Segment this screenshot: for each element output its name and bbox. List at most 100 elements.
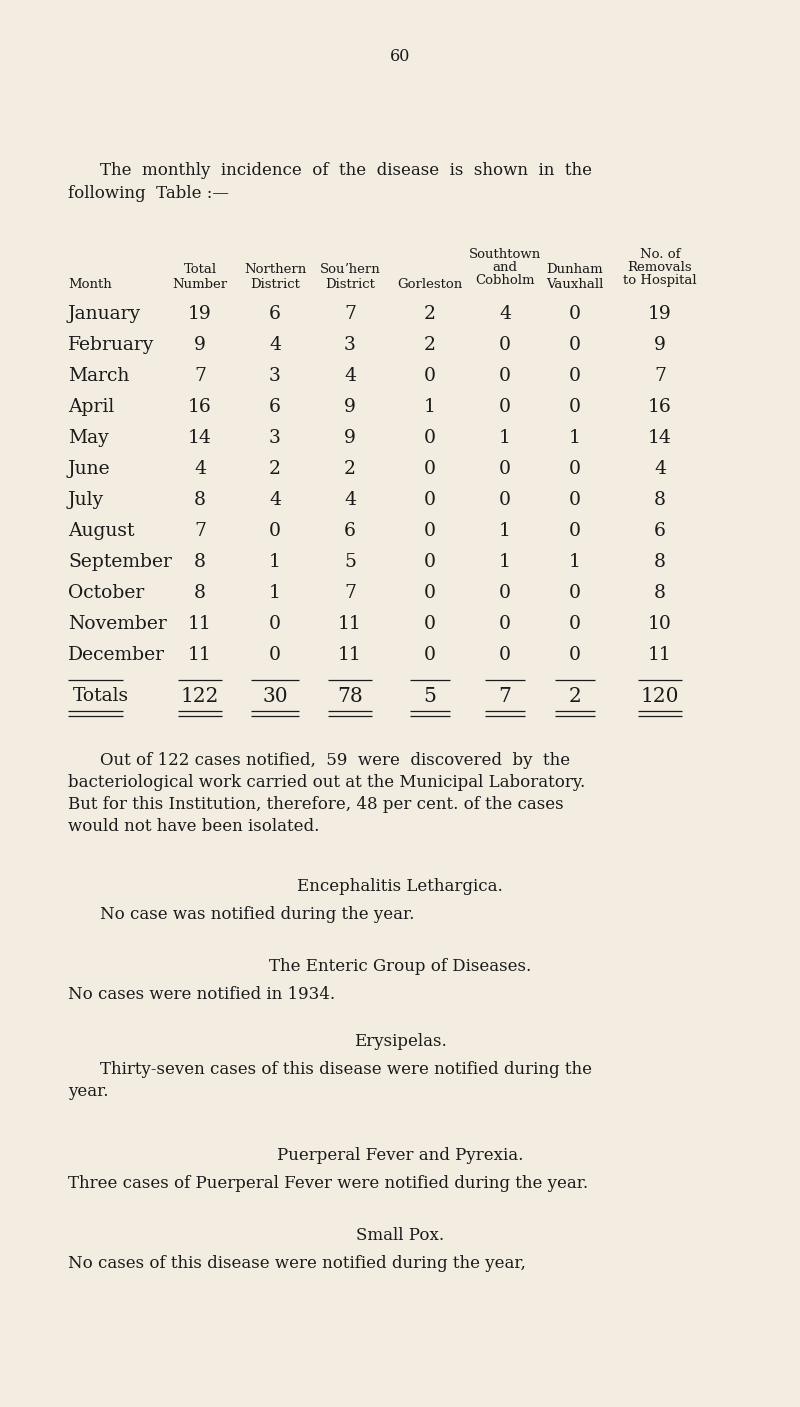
Text: 0: 0 [569,336,581,355]
Text: 6: 6 [269,305,281,324]
Text: May: May [68,429,109,447]
Text: November: November [68,615,166,633]
Text: 1: 1 [569,429,581,447]
Text: 1: 1 [569,553,581,571]
Text: 0: 0 [569,491,581,509]
Text: 8: 8 [654,553,666,571]
Text: and: and [493,262,518,274]
Text: 2: 2 [569,687,582,706]
Text: 19: 19 [188,305,212,324]
Text: No cases of this disease were notified during the year,: No cases of this disease were notified d… [68,1255,526,1272]
Text: 9: 9 [344,429,356,447]
Text: 6: 6 [269,398,281,416]
Text: District: District [250,279,300,291]
Text: Erysipelas.: Erysipelas. [354,1033,446,1050]
Text: 78: 78 [337,687,363,706]
Text: The Enteric Group of Diseases.: The Enteric Group of Diseases. [269,958,531,975]
Text: The  monthly  incidence  of  the  disease  is  shown  in  the: The monthly incidence of the disease is … [100,162,592,179]
Text: 2: 2 [424,305,436,324]
Text: 60: 60 [390,48,410,65]
Text: following  Table :—: following Table :— [68,184,229,203]
Text: 9: 9 [654,336,666,355]
Text: 6: 6 [344,522,356,540]
Text: 0: 0 [499,398,511,416]
Text: Three cases of Puerperal Fever were notified during the year.: Three cases of Puerperal Fever were noti… [68,1175,588,1192]
Text: 0: 0 [424,429,436,447]
Text: 0: 0 [499,460,511,478]
Text: 0: 0 [569,522,581,540]
Text: District: District [325,279,375,291]
Text: February: February [68,336,154,355]
Text: 0: 0 [569,615,581,633]
Text: July: July [68,491,104,509]
Text: 7: 7 [344,584,356,602]
Text: Number: Number [173,279,227,291]
Text: 0: 0 [569,646,581,664]
Text: 16: 16 [648,398,672,416]
Text: to Hospital: to Hospital [623,274,697,287]
Text: 9: 9 [194,336,206,355]
Text: 11: 11 [338,646,362,664]
Text: September: September [68,553,172,571]
Text: 0: 0 [424,491,436,509]
Text: 0: 0 [569,305,581,324]
Text: 11: 11 [338,615,362,633]
Text: June: June [68,460,110,478]
Text: 3: 3 [269,429,281,447]
Text: 0: 0 [424,553,436,571]
Text: No case was notified during the year.: No case was notified during the year. [100,906,414,923]
Text: October: October [68,584,144,602]
Text: would not have been isolated.: would not have been isolated. [68,817,319,834]
Text: 0: 0 [269,646,281,664]
Text: 19: 19 [648,305,672,324]
Text: 3: 3 [344,336,356,355]
Text: 5: 5 [423,687,437,706]
Text: 8: 8 [194,491,206,509]
Text: January: January [68,305,141,324]
Text: August: August [68,522,134,540]
Text: Dunham: Dunham [546,263,603,276]
Text: 7: 7 [194,367,206,386]
Text: But for this Institution, therefore, 48 per cent. of the cases: But for this Institution, therefore, 48 … [68,796,564,813]
Text: Gorleston: Gorleston [398,279,462,291]
Text: 5: 5 [344,553,356,571]
Text: Puerperal Fever and Pyrexia.: Puerperal Fever and Pyrexia. [277,1147,523,1164]
Text: 1: 1 [499,553,511,571]
Text: 1: 1 [269,584,281,602]
Text: 0: 0 [499,615,511,633]
Text: Total: Total [183,263,217,276]
Text: Out of 122 cases notified,  59  were  discovered  by  the: Out of 122 cases notified, 59 were disco… [100,751,570,770]
Text: 4: 4 [344,367,356,386]
Text: 0: 0 [424,522,436,540]
Text: 4: 4 [499,305,511,324]
Text: 0: 0 [499,336,511,355]
Text: 4: 4 [269,336,281,355]
Text: 0: 0 [499,367,511,386]
Text: Northern: Northern [244,263,306,276]
Text: 9: 9 [344,398,356,416]
Text: April: April [68,398,114,416]
Text: 0: 0 [569,398,581,416]
Text: No cases were notified in 1934.: No cases were notified in 1934. [68,986,335,1003]
Text: 0: 0 [569,460,581,478]
Text: 7: 7 [194,522,206,540]
Text: 10: 10 [648,615,672,633]
Text: Souʼhern: Souʼhern [320,263,380,276]
Text: Vauxhall: Vauxhall [546,279,604,291]
Text: 14: 14 [188,429,212,447]
Text: 8: 8 [654,491,666,509]
Text: 120: 120 [641,687,679,706]
Text: Thirty-seven cases of this disease were notified during the: Thirty-seven cases of this disease were … [100,1061,592,1078]
Text: 2: 2 [424,336,436,355]
Text: 2: 2 [344,460,356,478]
Text: 8: 8 [194,584,206,602]
Text: 1: 1 [424,398,436,416]
Text: 0: 0 [424,646,436,664]
Text: March: March [68,367,130,386]
Text: 3: 3 [269,367,281,386]
Text: 14: 14 [648,429,672,447]
Text: 0: 0 [424,460,436,478]
Text: Southtown: Southtown [469,248,541,262]
Text: 0: 0 [499,491,511,509]
Text: 0: 0 [424,367,436,386]
